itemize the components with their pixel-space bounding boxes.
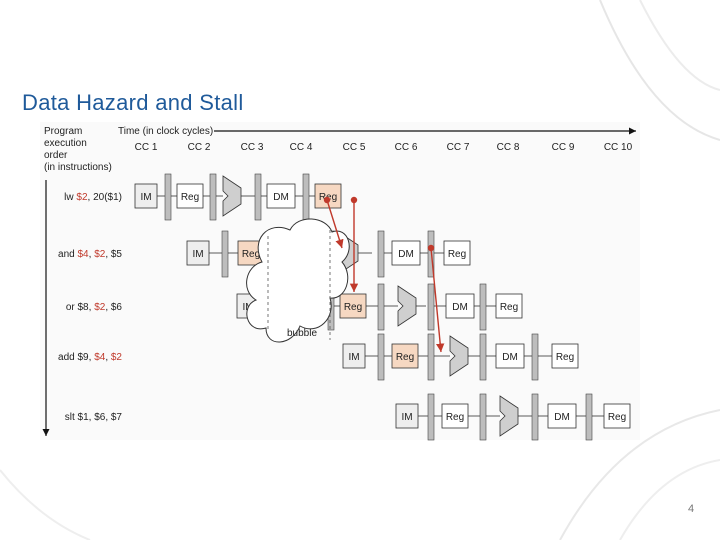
dm-label: DM	[554, 412, 570, 423]
pipeline-register	[221, 230, 229, 278]
im-label: IM	[348, 352, 359, 363]
instruction-label-part: $2	[94, 302, 106, 313]
instruction-label: add $9, $4, $2	[58, 352, 122, 363]
y-axis-label-line: (in instructions)	[44, 162, 112, 173]
y-axis-label-line: Program	[44, 126, 82, 137]
instruction-label-part: $2	[76, 192, 88, 203]
instruction-label: lw $2, 20($1)	[64, 192, 122, 203]
reg-box	[603, 403, 631, 429]
im-label: IM	[192, 249, 203, 260]
reg-box	[551, 343, 579, 369]
forward-dot	[323, 196, 331, 204]
im-label: IM	[140, 192, 151, 203]
instruction-label-part: ,	[105, 352, 111, 363]
instruction-label-part: $2	[94, 249, 106, 260]
dm-label: DM	[398, 249, 414, 260]
alu-shape	[499, 395, 519, 437]
forward-dot	[350, 196, 358, 204]
alu-shape	[397, 285, 417, 327]
instruction-label-part: lw	[64, 192, 76, 203]
clock-cycle-label: CC 9	[552, 142, 575, 153]
pipeline-register	[479, 333, 487, 381]
pipeline-register	[531, 393, 539, 441]
reg-label: Reg	[344, 302, 362, 313]
clock-cycle-label: CC 6	[395, 142, 418, 153]
reg-label: Reg	[448, 249, 466, 260]
reg-box	[339, 293, 367, 319]
slide-title: Data Hazard and Stall	[22, 90, 244, 115]
instruction-label-part: $4	[94, 352, 106, 363]
instruction-label-part: $4	[78, 249, 90, 260]
pipeline-register	[302, 173, 310, 221]
pipeline-register	[164, 173, 172, 221]
instruction-label: and $4, $2, $5	[58, 249, 122, 260]
clock-cycle-label: CC 3	[241, 142, 264, 153]
reg-box	[495, 293, 523, 319]
instruction-label-part: , $6	[105, 302, 122, 313]
dm-label: DM	[273, 192, 289, 203]
forward-arrow-and	[326, 199, 344, 249]
reg-label: Reg	[446, 412, 464, 423]
pipeline-register	[254, 173, 262, 221]
pipeline-register	[427, 333, 435, 381]
dm-box	[266, 183, 296, 209]
clock-cycle-label: CC 5	[343, 142, 366, 153]
pipeline-register	[531, 333, 539, 381]
alu-shape	[449, 335, 469, 377]
x-axis-label: Time (in clock cycles)	[118, 126, 213, 137]
pipeline-register	[209, 173, 217, 221]
reg-label: Reg	[181, 192, 199, 203]
y-axis-label-line: order	[44, 150, 68, 161]
reg-box	[443, 240, 471, 266]
instruction-label: or $8, $2, $6	[66, 302, 123, 313]
clock-cycle-label: CC 1	[135, 142, 158, 153]
instruction-label-part: add $9,	[58, 352, 94, 363]
bubble-label: bubble	[287, 328, 317, 339]
clock-cycle-label: CC 2	[188, 142, 211, 153]
dm-box	[495, 343, 525, 369]
reg-label: Reg	[556, 352, 574, 363]
pipeline-register	[479, 283, 487, 331]
reg-label: Reg	[608, 412, 626, 423]
clock-cycle-label: CC 7	[447, 142, 470, 153]
pipeline-register	[377, 230, 385, 278]
forward-dot	[427, 244, 435, 252]
clock-cycle-label: CC 10	[604, 142, 633, 153]
pipeline-register	[585, 393, 593, 441]
y-axis-label-line: execution	[44, 138, 87, 149]
clock-cycle-label: CC 8	[497, 142, 520, 153]
instruction-label: slt $1, $6, $7	[65, 412, 123, 423]
pipeline-register	[377, 333, 385, 381]
instruction-label-part: ,	[89, 249, 95, 260]
instruction-label-part: , $5	[105, 249, 122, 260]
alu-shape	[222, 175, 242, 217]
dm-label: DM	[452, 302, 468, 313]
reg-box	[176, 183, 204, 209]
dm-box	[445, 293, 475, 319]
instruction-label-part: $2	[111, 352, 123, 363]
pipeline-register	[427, 283, 435, 331]
pipeline-register	[427, 393, 435, 441]
page-number: 4	[688, 503, 695, 515]
reg-label: Reg	[500, 302, 518, 313]
dm-label: DM	[502, 352, 518, 363]
instruction-label-part: slt $1, $6, $7	[65, 412, 123, 423]
forward-arrow-add	[430, 247, 445, 353]
instruction-label-part: , 20($1)	[88, 192, 122, 203]
clock-cycle-label: CC 4	[290, 142, 313, 153]
instruction-label-part: and	[58, 249, 77, 260]
reg-label: Reg	[242, 249, 260, 260]
reg-box	[441, 403, 469, 429]
im-label: IM	[401, 412, 412, 423]
pipeline-register	[479, 393, 487, 441]
pipeline-register	[377, 283, 385, 331]
instruction-label-part: or $8,	[66, 302, 94, 313]
reg-label: Reg	[396, 352, 414, 363]
